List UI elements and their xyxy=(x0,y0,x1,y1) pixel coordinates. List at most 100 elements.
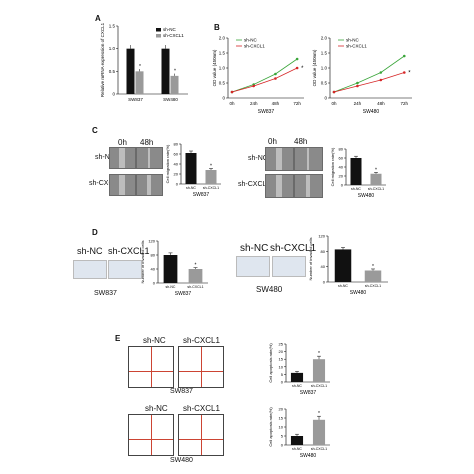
chart-c1-ytick-label: 40 xyxy=(174,162,179,167)
chart-b2-annotation: * xyxy=(408,71,411,77)
chart-b1-xtick-label: 0h xyxy=(229,101,235,106)
chart-b2-point xyxy=(332,90,336,94)
chart-c1-ytick-label: 20 xyxy=(174,172,179,177)
chart-a-ytick-label: 1.5 xyxy=(109,24,116,29)
chart-b2-ytick-label: 1.5 xyxy=(321,51,328,56)
c-left-time-0h: 0h xyxy=(118,138,127,147)
e-top-caption: SW837 xyxy=(170,388,193,395)
e-top-col-sh-cxcl1: sh-CXCL1 xyxy=(183,336,220,345)
chart-d2-xtick-label: sh-CXCL1 xyxy=(365,284,381,288)
chart-c1-ytick-label: 80 xyxy=(174,142,179,147)
e-bottom-col-sh-cxcl1: sh-CXCL1 xyxy=(183,404,220,413)
chart-a-bar xyxy=(126,48,135,94)
chart-d1-ylabel: Number of invaded cells xyxy=(140,241,145,284)
panel-label-e: E xyxy=(115,334,121,343)
chart-e2-xtick-label: sh-NC xyxy=(292,447,302,451)
flow-plot-sw837-shcxcl1 xyxy=(178,346,224,388)
chart-a-bar xyxy=(170,75,179,94)
chart-d2-bar xyxy=(364,270,382,282)
wound-image-sw837-shcxcl1-48h xyxy=(136,174,163,196)
chart-b2-ytick-label: 0 xyxy=(324,96,327,101)
chart-e1-annotation: * xyxy=(318,351,320,357)
chart-b1-point xyxy=(295,66,299,70)
chart-b1-annotation: * xyxy=(301,66,304,72)
d-right-col-sh-nc: sh-NC xyxy=(240,243,269,254)
chart-b2-point xyxy=(402,54,406,58)
chart-b1-ylabel: OD value (450nm) xyxy=(212,49,217,86)
wound-image-sw837-shnc-48h xyxy=(136,147,163,169)
chart-a-legend-label: sh-NC xyxy=(163,27,177,32)
chart-b2-point xyxy=(402,71,406,74)
d-right-col-sh-cxcl1: sh-CXCL1 xyxy=(270,243,317,254)
c-left-time-48h: 48h xyxy=(140,138,154,147)
chart-a-ytick-label: 0.5 xyxy=(109,69,116,74)
chart-c2-annotation: * xyxy=(375,167,377,173)
chart-b1-xtick-label: 24h xyxy=(250,101,258,106)
chart-d1-ytick-label: 120 xyxy=(148,239,155,244)
chart-b1-point xyxy=(252,84,256,88)
chart-e1-bar xyxy=(290,372,304,382)
chart-d2-ytick-label: 80 xyxy=(321,249,326,254)
chart-b2-series-line xyxy=(333,72,405,93)
chart-b2-ylabel: OD value (450nm) xyxy=(312,49,317,86)
chart-c2-xtick-label: sh-NC xyxy=(351,187,361,191)
flow-plot-sw837-shnc xyxy=(128,346,174,388)
chart-b1-ytick-label: 0.5 xyxy=(219,81,226,86)
chart-b1-series-line xyxy=(231,67,298,93)
chart-b1-xtick-label: 72h xyxy=(293,101,301,106)
chart-b2-xtick-label: 72h xyxy=(401,101,409,106)
chart-d2-ytick-label: 120 xyxy=(318,234,325,239)
chart-e1-bar xyxy=(312,359,326,382)
chart-b1-ytick-label: 1.5 xyxy=(219,51,226,56)
chart-d2-bar xyxy=(334,249,352,282)
chart-c1-ytick-label: 60 xyxy=(174,152,179,157)
chart-a-ytick-label: 1.0 xyxy=(109,46,116,51)
d-left-caption: SW837 xyxy=(94,290,117,297)
c-left-row-sh-cxcl1: sh-CXCL1 xyxy=(89,180,122,187)
transwell-image-sw837-shnc xyxy=(73,260,107,279)
chart-d2-ytick-label: 0 xyxy=(323,280,326,285)
chart-d2-xtick-label: sh-NC xyxy=(338,284,348,288)
chart-e1-ytick-label: 20 xyxy=(279,349,284,354)
chart-b2-point xyxy=(379,78,383,82)
chart-b-sw480-proliferation: 0 0.5 1.0 1.5 2.0 OD value (450nm) sh-NCsh-CXC… xyxy=(312,36,412,115)
chart-c-sw837-migration: 0 20 40 60 80 Cell migration rate(%) sh-NC sh-C… xyxy=(165,142,221,198)
chart-b1-series-line xyxy=(231,58,298,93)
chart-c2-xlabel: SW480 xyxy=(358,193,375,199)
chart-c1-bar xyxy=(185,153,197,184)
chart-e1-ytick-label: 0 xyxy=(281,380,284,385)
panel-label-b: B xyxy=(214,23,220,32)
chart-d1-bar xyxy=(163,255,178,283)
chart-b2-point xyxy=(379,71,383,74)
chart-e2-ylabel: Cell apoptosis rate(%) xyxy=(268,407,273,447)
chart-c2-ytick-label: 60 xyxy=(339,156,344,161)
c-right-time-0h: 0h xyxy=(268,137,277,146)
chart-a-legend-label: sh-CXCL1 xyxy=(163,33,184,38)
wound-image-sw480-shcxcl1-48h xyxy=(294,174,323,198)
chart-b-sw837-proliferation: 0 0.5 1.0 1.5 2.0 OD value (450nm) sh-NCsh-CXC… xyxy=(212,36,304,116)
chart-c1-bar xyxy=(205,170,217,184)
chart-d1-bar xyxy=(188,269,203,283)
panel-label-a: A xyxy=(95,14,101,23)
chart-d2-ylabel: Number of invaded cells xyxy=(308,238,313,281)
chart-e1-ytick-label: 15 xyxy=(279,357,284,362)
chart-c1-annotation: * xyxy=(210,164,212,170)
chart-b2-legend-label: sh-NC xyxy=(346,38,360,43)
chart-b1-xlabel: SW837 xyxy=(258,109,275,115)
chart-a-xtick-label: SW480 xyxy=(163,97,178,102)
chart-b1-ytick-label: 1.0 xyxy=(219,66,226,71)
chart-d1-annotation: * xyxy=(195,263,197,269)
chart-c-sw480-migration: 0 20 40 60 80 Cell migration rate(%) sh-NC sh-C… xyxy=(330,147,386,199)
chart-e1-ytick-label: 10 xyxy=(279,364,284,369)
chart-c1-xlabel: SW837 xyxy=(193,192,210,198)
d-left-col-sh-nc: sh-NC xyxy=(77,246,103,256)
chart-a-qpcr: 0 0.5 1.0 1.5 Relative mRNA expression of CX… xyxy=(100,22,188,102)
chart-e1-ytick-label: 5 xyxy=(281,372,284,377)
wound-image-sw480-shnc-48h xyxy=(294,147,323,171)
chart-e-sw837-apoptosis: 0 5 10 15 20 25 Cell apoptosis rate(%) sh-NC sh-… xyxy=(268,342,330,396)
chart-e2-ytick-label: 15 xyxy=(279,416,284,421)
chart-e2-xlabel: SW480 xyxy=(300,453,317,459)
chart-b1-xtick-label: 48h xyxy=(272,101,280,106)
e-top-col-sh-nc: sh-NC xyxy=(143,336,166,345)
chart-e2-ytick-label: 10 xyxy=(279,425,284,430)
